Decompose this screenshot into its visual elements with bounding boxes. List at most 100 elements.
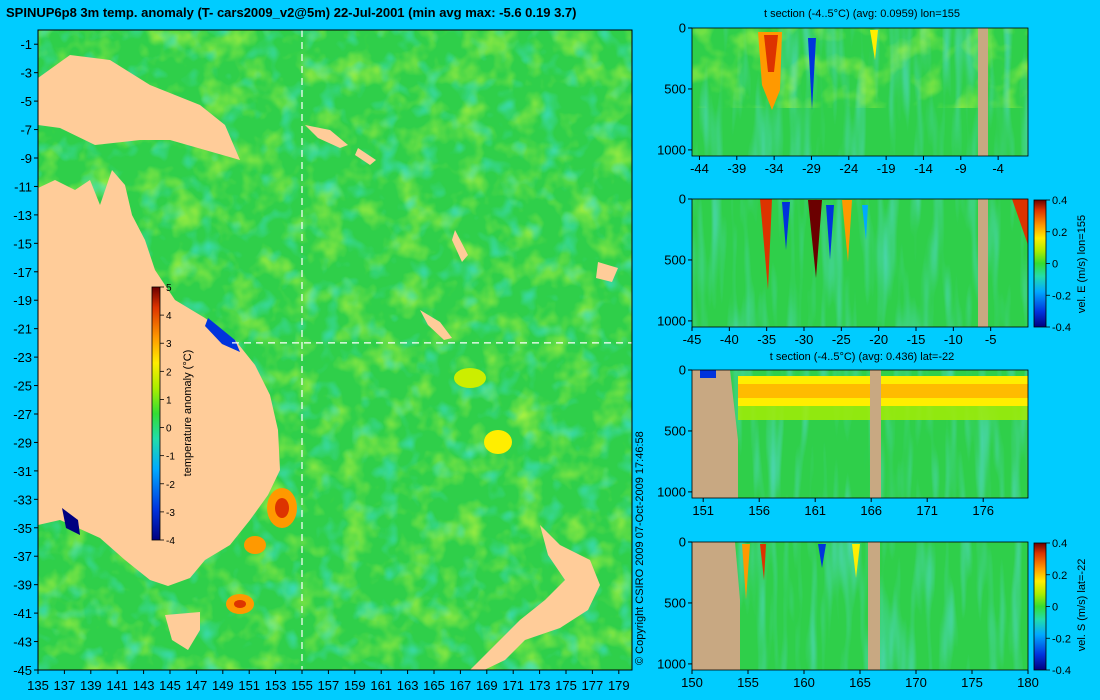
vel-s-colorbar-label: vel. S (m/s) lat=-22 [1076,559,1088,652]
y-tick-label: 1000 [657,656,686,671]
x-tick-label: 180 [1017,675,1039,690]
x-tick-label: -39 [727,161,746,176]
velocity-jet [842,200,852,262]
x-tick-label: 160 [793,675,815,690]
t-section-lat-title: t section (-4..5°C) (avg: 0.436) lat=-22 [770,351,954,363]
y-tick-label: -35 [13,521,32,536]
x-tick-label: 170 [905,675,927,690]
velocity-jet [852,544,860,578]
x-tick-label: -44 [690,161,709,176]
x-tick-label: 171 [916,503,938,518]
vel-colorbar-tick-label: 0.4 [1052,195,1067,207]
x-tick-label: 155 [291,678,313,693]
y-tick-label: 0 [679,535,686,550]
y-tick-label: 0 [679,192,686,207]
cold-patch [700,370,716,378]
y-tick-label: -7 [20,123,32,138]
velocity-jet [742,544,750,600]
land-new-guinea [38,55,240,160]
velocity-jet [818,544,826,568]
vel-s-section-lat-axes: 150 155 160 165 170 175 180 0 500 1000 [657,535,1039,690]
y-tick-label: 0 [679,21,686,36]
y-tick-label: -15 [13,236,32,251]
map-frame [37,29,633,671]
t-section-lon-axes: -44 -39 -34 -29 -24 -19 -14 -9 -4 0 500 1000 [657,21,1004,176]
bathymetry-slope [692,542,740,670]
y-tick-label: -25 [13,379,32,394]
x-tick-label: -14 [914,161,933,176]
y-tick-label: -19 [13,293,32,308]
y-tick-label: -41 [13,606,32,621]
x-tick-label: -30 [795,332,814,347]
x-tick-label: -29 [802,161,821,176]
y-tick-label: -3 [20,66,32,81]
x-tick-label: 156 [748,503,770,518]
vel-colorbar-tick-label: -0.2 [1052,290,1071,302]
velocity-jet [808,200,822,278]
vel-e-section-lon-axes: -45 -40 -35 -30 -25 -20 -15 -10 -5 0 500 1000 [657,192,996,347]
warm-eddy-core [234,600,246,608]
colorbar-tick-label: -4 [166,536,175,547]
x-tick-label: -4 [992,161,1004,176]
warm-eddy-core [275,498,289,518]
map-axes: 135 137 139 141 143 145 147 149 151 153 155 157 159 1… [13,37,629,693]
x-tick-label: -45 [683,332,702,347]
vel-colorbar-gradient [1033,199,1047,328]
x-tick-label: 179 [608,678,630,693]
vel-colorbar-ticks: 0.4 0.2 0 -0.2 -0.4 [1046,195,1071,334]
section-streaks [692,542,1028,670]
colorbar-tick-label: 4 [166,311,172,322]
x-tick-label: 163 [397,678,419,693]
section-streaks [692,199,1028,327]
velocity-jet [826,205,834,260]
y-tick-label: -37 [13,549,32,564]
map-colorbar: 5 4 3 2 1 0 -1 -2 -3 -4 temperature anomaly (°C) [151,283,194,547]
warm-eddy [244,536,266,554]
colorbar-ticks: 5 4 3 2 1 0 -1 -2 -3 -4 [160,283,175,547]
x-tick-label: -10 [944,332,963,347]
x-tick-label: 165 [423,678,445,693]
x-tick-label: 151 [238,678,260,693]
x-tick-label: -9 [955,161,967,176]
y-tick-label: -13 [13,208,32,223]
section-frame [691,369,1029,499]
map-panel [38,30,632,670]
x-tick-label: 161 [804,503,826,518]
x-tick-label: -34 [765,161,784,176]
cold-coastal-band [62,508,80,535]
x-tick-label: -40 [720,332,739,347]
y-tick-label: 500 [664,253,686,268]
land-fiji [596,262,618,282]
x-tick-label: 167 [450,678,472,693]
y-tick-label: -39 [13,578,32,593]
colorbar-tick-label: -3 [166,508,175,519]
y-tick-label: -11 [14,179,32,194]
velocity-jet [782,202,790,250]
vel-colorbar-ticks: 0.4 0.2 0 -0.2 -0.4 [1046,538,1071,677]
y-tick-label: -17 [13,265,32,280]
land-new-caledonia [420,310,452,340]
colorbar-tick-label: 0 [166,424,172,435]
y-tick-label: -29 [13,435,32,450]
vel-colorbar-tick-label: 0.2 [1052,227,1067,239]
x-tick-label: -24 [839,161,858,176]
x-tick-label: 153 [265,678,287,693]
x-tick-label: 150 [681,675,703,690]
vel-colorbar-tick-label: 0.4 [1052,538,1067,550]
colorbar-tick-label: 2 [166,367,172,378]
map-title: SPINUP6p8 3m temp. anomaly (T- cars2009_… [6,5,577,20]
colorbar-tick-label: -2 [166,480,175,491]
land-solomon-islands [305,125,348,148]
x-tick-label: 137 [54,678,76,693]
t-section-lon-panel: t section (-4..5°C) (avg: 0.0959) lon=15… [657,8,1029,176]
bathymetry [868,542,880,670]
y-tick-label: -23 [13,350,32,365]
colorbar-tick-label: 5 [166,283,172,294]
vel-colorbar-tick-label: 0.2 [1052,570,1067,582]
x-tick-label: 147 [186,678,208,693]
section-frame [691,198,1029,328]
section-frame [691,27,1029,157]
colorbar-label: temperature anomaly (°C) [182,350,194,477]
velocity-jet [862,205,868,240]
